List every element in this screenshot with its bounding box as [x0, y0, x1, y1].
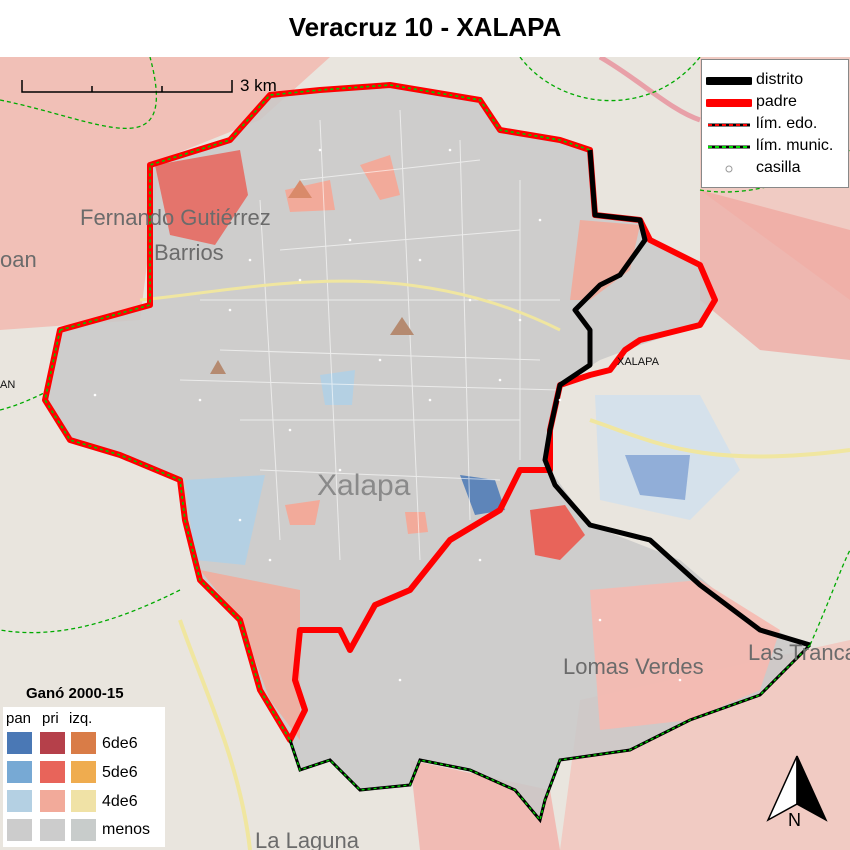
scale-bar: 3 km [20, 76, 280, 98]
place-label-laguna: La Laguna [255, 828, 359, 850]
section-pri-se [590, 580, 780, 730]
road-1 [139, 279, 561, 332]
north-arrow: N [762, 752, 832, 832]
section-pan-c [320, 370, 355, 405]
scale-label: 3 km [240, 76, 277, 95]
legend-item-padre: padre [702, 92, 848, 114]
key-swatch-izq-5 [71, 761, 96, 783]
map-legend: distrito padre lím. edo. lím. munic. cas… [701, 59, 849, 188]
key-swatch-pan-4 [7, 790, 32, 812]
key-swatch-izq-6 [71, 732, 96, 754]
key-level-menos: menos [102, 821, 151, 838]
distrito-boundary [542, 149, 811, 648]
key-header-pan: pan [6, 710, 32, 727]
place-label-trancas: Las Trancas [748, 640, 850, 665]
key-swatch-pri-6 [40, 732, 65, 754]
key-swatch-izq-menos [71, 819, 96, 841]
edge-munic-north [59, 84, 591, 331]
legend-item-distrito: distrito [702, 70, 848, 92]
key-swatch-izq-4 [71, 790, 96, 812]
section-pri-c3 [405, 512, 428, 534]
edge-munic-south [289, 644, 811, 822]
place-label-left-b: AN [0, 379, 16, 391]
key-swatch-pri-menos [40, 819, 65, 841]
legend-label: lím. munic. [756, 137, 834, 154]
place-label-barrios: Barrios [154, 240, 224, 265]
road-3 [178, 619, 252, 850]
north-label: N [788, 810, 801, 830]
road-4 [598, 57, 701, 123]
section-pri-sw [200, 570, 300, 740]
region-east-pri [700, 190, 850, 360]
key-level-5de6: 5de6 [102, 764, 138, 781]
region-west-pri [0, 57, 330, 330]
key-level-6de6: 6de6 [102, 735, 138, 752]
peak-marker-1 [288, 180, 312, 198]
scale-bar-graphic [21, 80, 233, 93]
legend-swatch-lim-edo [708, 123, 750, 127]
section-pri-c2 [285, 500, 320, 525]
munic-line-2 [519, 57, 701, 102]
map-title: Veracruz 10 - XALAPA [288, 12, 562, 42]
region-east-pan-strong [625, 455, 690, 500]
place-label-lomas: Lomas Verdes [563, 654, 704, 679]
legend-item-lim-munic: lím. munic. [702, 136, 848, 158]
peak-marker-2 [390, 317, 414, 335]
legend-label: distrito [756, 71, 804, 88]
key-header-pri: pri [42, 710, 59, 727]
map-canvas[interactable]: Xalapa Fernando Gutiérrez Barrios Lomas … [0, 57, 850, 850]
winner-key-title: Ganó 2000-15 [26, 685, 124, 702]
key-swatch-pri-5 [40, 761, 65, 783]
key-header-izq: izq. [69, 710, 93, 727]
north-arrow-icon [766, 755, 828, 822]
legend-swatch-lim-munic [708, 145, 750, 149]
legend-label: padre [756, 93, 797, 110]
key-swatch-pan-5 [7, 761, 32, 783]
place-label-city: Xalapa [317, 469, 411, 502]
legend-swatch-casilla [725, 165, 733, 173]
winner-key: pan pri izq. 6de6 5de6 4de6 menos [3, 707, 165, 847]
place-label-fernando: Fernando Gutiérrez [80, 205, 271, 230]
key-swatch-pan-6 [7, 732, 32, 754]
peak-marker-3 [210, 360, 226, 374]
legend-label: lím. edo. [756, 115, 818, 132]
road-2 [589, 418, 850, 459]
legend-item-lim-edo: lím. edo. [702, 114, 848, 136]
casilla-points [93, 148, 682, 682]
legend-label: casilla [756, 159, 801, 176]
key-swatch-pri-4 [40, 790, 65, 812]
munic-line-4 [0, 589, 181, 634]
region-south-pri [410, 760, 560, 850]
legend-swatch-distrito [706, 77, 752, 85]
section-pan-w [185, 475, 265, 565]
place-label-left-a: oan [0, 247, 37, 272]
legend-item-casilla: casilla [702, 158, 848, 180]
district-label: XALAPA [617, 356, 659, 368]
section-pan-strong [460, 475, 505, 515]
munic-line-5 [809, 549, 850, 646]
section-pri-ne [570, 220, 640, 300]
key-swatch-pan-menos [7, 819, 32, 841]
legend-swatch-padre [706, 99, 752, 107]
key-level-4de6: 4de6 [102, 793, 138, 810]
munic-line-1 [0, 57, 157, 130]
section-pri-e [530, 505, 585, 560]
section-pri-n [360, 155, 400, 200]
map-svg [0, 57, 850, 850]
section-pri-nw [155, 150, 248, 245]
